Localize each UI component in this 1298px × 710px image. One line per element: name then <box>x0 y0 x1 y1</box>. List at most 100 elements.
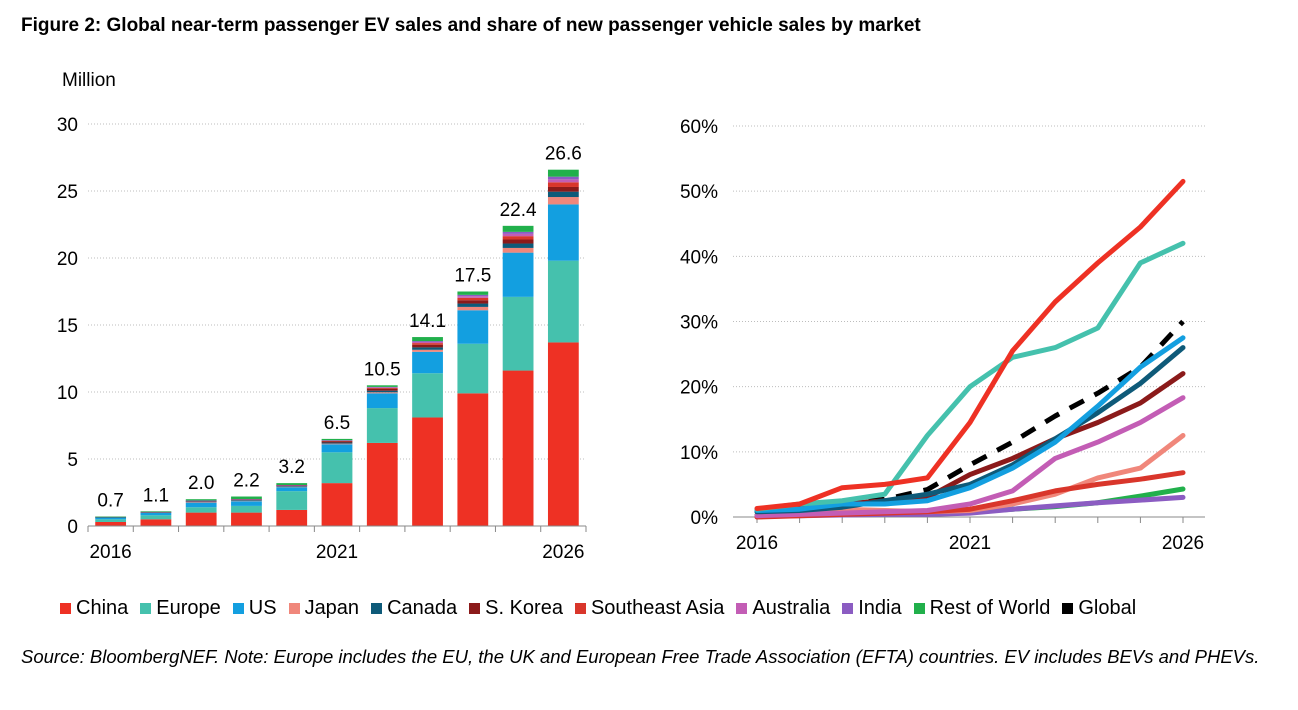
bar-segment-china-2017 <box>140 519 172 526</box>
bar-segment-rest-of-world-2023 <box>412 337 443 342</box>
bar-segment-india-2020 <box>276 484 308 486</box>
legend-label: Global <box>1078 597 1137 619</box>
series-line-us <box>754 335 1186 513</box>
bar-segment-japan-2017 <box>140 512 172 513</box>
bar-segment-china-2018 <box>185 512 217 526</box>
bar-segment-canada-2025 <box>502 243 534 248</box>
bar-segment-europe-2022 <box>366 408 398 443</box>
legend-item-us: US <box>232 597 277 620</box>
bar-segment-s-korea-2017 <box>140 511 172 513</box>
bar-segment-australia-2025 <box>502 233 534 237</box>
bar-segment-us-2020 <box>276 487 308 492</box>
legend-swatch <box>736 603 748 614</box>
bar-segment-rest-of-world-2016 <box>95 516 127 518</box>
bar-segment-japan-2018 <box>185 501 217 503</box>
bar-segment-china-2024 <box>457 393 489 526</box>
bar-segment-rest-of-world-2024 <box>457 291 489 295</box>
bar-segment-rest-of-world-2018 <box>185 499 217 501</box>
bar-segment-india-2022 <box>366 386 398 388</box>
bar-segment-europe-2018 <box>185 507 217 513</box>
legend-item-europe: Europe <box>140 597 221 620</box>
bar-segment-europe-2023 <box>412 373 443 418</box>
y-tick-label: 20% <box>680 378 718 399</box>
x-tick-label: 2021 <box>949 533 991 554</box>
bar-segment-china-2019 <box>231 512 262 526</box>
chart-canvas: Million 0 5 10 15 20 25 30 0.7 2016 1.1 2.0 2.2 3.2 6.… <box>57 70 1205 563</box>
bar-segment-india-2021 <box>321 440 353 441</box>
legend-swatch <box>288 603 300 614</box>
y-tick-label: 5 <box>67 450 78 471</box>
bar-segment-japan-2022 <box>366 392 398 394</box>
bar-total-label: 17.5 <box>454 266 491 287</box>
bar-segment-s-korea-2024 <box>457 300 489 304</box>
line-chart: 0% 10% 20% 30% 40% 50% 60% 2016 2021 2026 <box>680 117 1205 554</box>
bar-segment-rest-of-world-2025 <box>502 225 534 232</box>
bar-segment-europe-2016 <box>95 519 127 522</box>
bar-segment-us-2017 <box>140 512 172 516</box>
y-tick-label: 10 <box>57 383 78 404</box>
series-line-china <box>754 178 1186 511</box>
bar-segment-rest-of-world-2020 <box>276 483 308 485</box>
bar-segment-japan-2026 <box>547 197 579 205</box>
legend-item-india: India <box>842 597 902 620</box>
bar-total-label: 3.2 <box>279 457 305 478</box>
bar-segment-india-2025 <box>502 231 534 234</box>
legend-swatch <box>371 603 383 614</box>
y-tick-label: 25 <box>57 182 78 203</box>
bar-segment-s-korea-2023 <box>412 344 443 348</box>
bar-segment-rest-of-world-2022 <box>366 385 398 387</box>
y-tick-label: 10% <box>680 443 718 464</box>
y-tick-label: 60% <box>680 117 718 138</box>
bar-segment-europe-2026 <box>547 260 579 343</box>
bar-segment-southeast-asia-2025 <box>502 236 534 240</box>
bar-segment-canada-2020 <box>276 486 308 487</box>
bar-total-label: 6.5 <box>324 413 350 434</box>
y-tick-label: 0% <box>691 508 719 529</box>
legend-label: Southeast Asia <box>590 597 725 619</box>
bar-segment-china-2025 <box>502 370 534 526</box>
bar-segment-us-2026 <box>547 204 579 261</box>
bar-segment-india-2023 <box>412 341 443 343</box>
y-tick-label: 50% <box>680 182 718 203</box>
bar-segment-rest-of-world-2021 <box>321 438 353 441</box>
bar-segment-southeast-asia-2023 <box>412 343 443 345</box>
bar-segment-europe-2025 <box>502 296 534 371</box>
bar-segment-rest-of-world-2017 <box>140 511 172 512</box>
x-tick-label: 2016 <box>736 533 778 554</box>
bar-segment-china-2016 <box>95 521 127 526</box>
bar-segment-japan-2024 <box>457 306 489 311</box>
bar-segment-s-korea-2022 <box>366 388 398 391</box>
x-tick-label: 2016 <box>89 542 131 563</box>
bar-segment-us-2021 <box>321 444 353 453</box>
bar-segment-china-2020 <box>276 509 308 526</box>
legend-label: Canada <box>387 597 458 619</box>
bar-segment-japan-2025 <box>502 247 534 253</box>
bar-segment-australia-2023 <box>412 342 443 344</box>
y-axis-unit-label: Million <box>62 70 116 91</box>
bar-segment-china-2021 <box>321 483 353 526</box>
legend-label: Europe <box>156 597 221 619</box>
legend-swatch <box>1062 603 1074 614</box>
legend-item-global: Global <box>1062 597 1136 620</box>
bar-segment-europe-2024 <box>457 343 489 394</box>
legend-label: Rest of World <box>929 597 1051 619</box>
bar-total-label: 2.2 <box>233 471 259 492</box>
x-tick-label: 2026 <box>542 542 584 563</box>
bar-segment-australia-2026 <box>547 179 579 183</box>
legend-label: S. Korea <box>485 597 563 619</box>
legend-label: China <box>76 597 129 619</box>
bar-total-label: 1.1 <box>143 485 169 506</box>
series-line-europe <box>754 240 1186 512</box>
bar-segment-southeast-asia-2024 <box>457 297 489 301</box>
bar-segment-canada-2022 <box>366 390 398 393</box>
legend-item-s-korea: S. Korea <box>469 597 563 620</box>
y-tick-label: 30% <box>680 313 718 334</box>
legend-item-japan: Japan <box>288 597 359 620</box>
bar-segment-canada-2019 <box>231 500 262 501</box>
y-tick-label: 15 <box>57 316 78 337</box>
x-tick-label: 2026 <box>1162 533 1204 554</box>
x-tick-label: 2021 <box>316 542 358 563</box>
bar-segment-japan-2019 <box>231 500 262 502</box>
legend-label: Australia <box>752 597 831 619</box>
legend-item-southeast-asia: Southeast Asia <box>574 597 725 620</box>
